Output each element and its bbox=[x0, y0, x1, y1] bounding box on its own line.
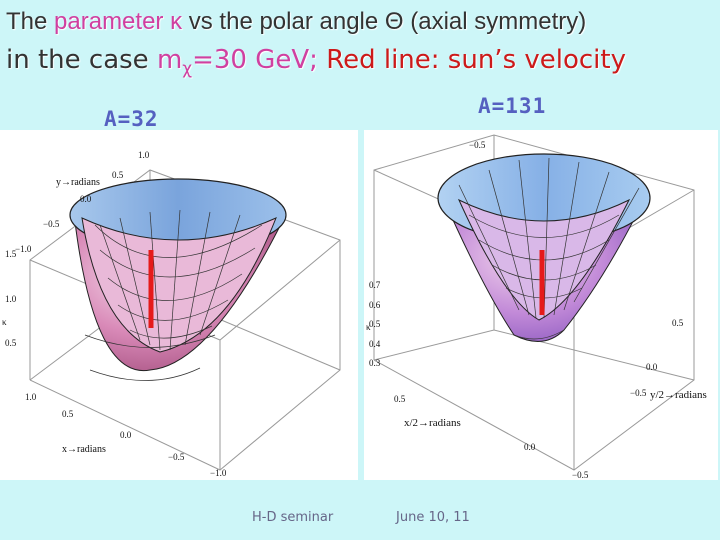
plot-panel-left: 1.0 0.5 0.0 −0.5 −1.0 y→radians 1.5 1.0 … bbox=[0, 130, 358, 480]
title2-mass-value: =30 GeV; bbox=[192, 45, 327, 75]
top-tick-right: −0.5 bbox=[469, 140, 486, 150]
x-tick: −0.5 bbox=[168, 452, 185, 462]
surface-plot-right: −0.5 0.5 0.7 0.6 0.5 0.4 0.3 κ 0.5 0.0 −… bbox=[366, 134, 707, 480]
label-a32: A=32 bbox=[104, 107, 159, 131]
kappa-axis-label-right: κ bbox=[366, 322, 371, 332]
title-text: The bbox=[6, 8, 55, 35]
y-tick: 0.5 bbox=[112, 170, 124, 180]
y-tick: 0.0 bbox=[646, 362, 658, 372]
title2-mass-symbol: m bbox=[156, 45, 183, 75]
x-tick: 0.5 bbox=[62, 409, 74, 419]
y-tick: −0.5 bbox=[630, 388, 647, 398]
slide-title-line-2: in the case mχ=30 GeV; Red line: sun’s v… bbox=[6, 45, 716, 79]
footer-date: June 10, 11 bbox=[396, 510, 470, 525]
z-tick: 0.7 bbox=[369, 280, 381, 290]
x-tick: 0.5 bbox=[394, 394, 406, 404]
z-tick: 1.5 bbox=[5, 249, 17, 259]
y-axis-label-right: y/2→radians bbox=[650, 389, 707, 401]
z-tick: 1.0 bbox=[5, 294, 17, 304]
title2-text: in the case bbox=[6, 45, 157, 75]
y-tick: −1.0 bbox=[15, 244, 32, 254]
title-parameter: parameter κ bbox=[54, 8, 183, 35]
title2-chi-subscript: χ bbox=[182, 59, 193, 79]
title2-red-line-note: Red line: sun’s velocity bbox=[326, 45, 626, 75]
x-tick: 0.0 bbox=[524, 442, 536, 452]
footer-seminar: H-D seminar bbox=[252, 510, 334, 525]
x-tick: 0.0 bbox=[120, 430, 132, 440]
label-a131: A=131 bbox=[478, 94, 547, 118]
title-text-rest: vs the polar angle Θ (axial symmetry) bbox=[182, 8, 587, 35]
y-axis-label-left: y→radians bbox=[56, 177, 100, 188]
y-tick: −0.5 bbox=[43, 219, 60, 229]
z-tick: 0.5 bbox=[369, 319, 381, 329]
surface-plot-left: 1.0 0.5 0.0 −0.5 −1.0 y→radians 1.5 1.0 … bbox=[2, 150, 341, 478]
x-tick: 1.0 bbox=[25, 392, 37, 402]
slide-title-line-1: The parameter κ vs the polar angle Θ (ax… bbox=[6, 8, 716, 36]
z-tick: 0.6 bbox=[369, 300, 381, 310]
z-tick: 0.4 bbox=[369, 339, 381, 349]
x-tick: −1.0 bbox=[210, 468, 227, 478]
right-tick-right: 0.5 bbox=[672, 318, 684, 328]
y-tick: 0.0 bbox=[80, 194, 92, 204]
x-tick: −0.5 bbox=[572, 470, 589, 480]
x-axis-label-left: x→radians bbox=[62, 444, 106, 455]
z-tick: 0.5 bbox=[5, 338, 17, 348]
plot-panel-right: −0.5 0.5 0.7 0.6 0.5 0.4 0.3 κ 0.5 0.0 −… bbox=[364, 130, 718, 480]
kappa-axis-label-left: κ bbox=[2, 317, 7, 327]
x-axis-label-right: x/2→radians bbox=[404, 417, 461, 429]
y-tick: 1.0 bbox=[138, 150, 150, 160]
z-tick: 0.3 bbox=[369, 358, 381, 368]
